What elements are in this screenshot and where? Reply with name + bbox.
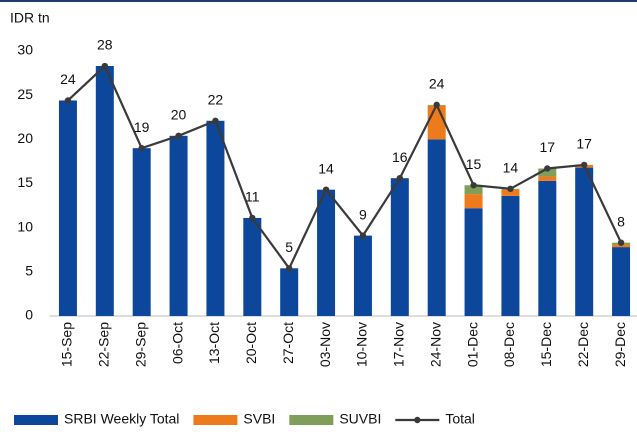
- x-tick-label: 17-Nov: [391, 322, 407, 367]
- bar-segment: [464, 194, 483, 209]
- x-tick-label: 29-Dec: [612, 322, 628, 367]
- data-label: 20: [171, 107, 187, 123]
- data-label: 9: [359, 206, 367, 222]
- y-tick-label: 30: [17, 42, 33, 58]
- total-marker: [617, 239, 625, 246]
- top-rule: [0, 0, 637, 2]
- legend-swatch: [414, 416, 421, 424]
- legend-swatch: [14, 415, 58, 425]
- bar-segment: [132, 148, 151, 316]
- bar-segment: [280, 268, 299, 316]
- total-marker: [175, 132, 182, 139]
- data-label: 24: [60, 71, 76, 87]
- bar-segment: [206, 120, 225, 317]
- total-line: [67, 64, 623, 271]
- bar-segment: [169, 135, 188, 316]
- x-tick-label: 10-Nov: [354, 322, 370, 367]
- data-label: 8: [617, 213, 625, 229]
- total-marker: [249, 214, 256, 222]
- y-axis-label: IDR tn: [10, 10, 50, 26]
- x-tick-label: 22-Sep: [96, 322, 112, 367]
- legend-label: Total: [445, 411, 475, 427]
- y-tick-label: 10: [17, 218, 33, 234]
- bar-segment: [95, 66, 114, 317]
- total-marker: [101, 62, 109, 70]
- legend-label: SRBI Weekly Total: [64, 411, 179, 427]
- total-marker: [507, 185, 514, 192]
- bar-segment: [464, 208, 483, 316]
- data-label: 17: [576, 136, 592, 152]
- bar-segment: [243, 217, 262, 316]
- bar-segment: [538, 168, 557, 177]
- data-label: 14: [503, 160, 519, 176]
- x-tick-label: 27-Oct: [280, 322, 296, 364]
- total-marker: [322, 186, 330, 193]
- data-label: 22: [208, 91, 224, 107]
- total-marker: [580, 161, 588, 169]
- y-tick-label: 15: [17, 174, 33, 190]
- x-tick-label: 22-Dec: [575, 322, 591, 367]
- bar-segment: [612, 247, 631, 316]
- y-tick-label: 5: [25, 263, 33, 279]
- x-tick-label: 29-Sep: [132, 322, 148, 367]
- total-marker: [359, 232, 367, 239]
- y-tick-label: 20: [17, 130, 33, 146]
- data-label: 5: [285, 239, 293, 255]
- x-tick-label: 20-Oct: [243, 322, 259, 364]
- bar-segment: [575, 167, 594, 316]
- total-marker: [138, 144, 145, 152]
- x-tick-label: 08-Dec: [501, 322, 517, 367]
- bar-segment: [501, 195, 520, 316]
- y-tick-label: 25: [17, 86, 33, 102]
- x-tick-label: 15-Dec: [538, 322, 554, 367]
- legend-swatch: [289, 415, 334, 425]
- legend-label: SUVBI: [339, 411, 381, 427]
- total-marker: [285, 265, 293, 272]
- total-marker: [64, 97, 72, 104]
- x-tick-label: 13-Oct: [206, 322, 222, 364]
- data-label: 19: [134, 119, 150, 135]
- bar-segment: [58, 100, 77, 316]
- legend-label: SVBI: [243, 411, 275, 427]
- total-marker: [544, 165, 551, 172]
- data-label: 14: [318, 160, 334, 176]
- total-marker: [470, 182, 477, 189]
- bar-segment: [427, 105, 446, 140]
- bar-segment: [390, 178, 409, 316]
- bar-segment: [538, 180, 557, 316]
- x-tick-label: 03-Nov: [317, 322, 333, 367]
- data-label: 16: [392, 149, 408, 165]
- total-marker: [433, 101, 440, 109]
- data-label: 11: [245, 189, 260, 205]
- data-label: 17: [540, 139, 556, 155]
- legend-swatch: [193, 415, 238, 425]
- x-tick-label: 15-Sep: [59, 322, 75, 367]
- y-tick-label: 0: [25, 307, 33, 323]
- x-tick-label: 06-Oct: [169, 322, 185, 364]
- x-tick-label: 24-Nov: [427, 322, 443, 367]
- bar-segment: [353, 235, 372, 316]
- total-marker: [212, 117, 219, 124]
- total-marker: [396, 175, 404, 182]
- bar-segment: [317, 189, 336, 316]
- bar-segment: [464, 185, 483, 195]
- x-tick-label: 01-Dec: [464, 322, 480, 367]
- bar-segment: [538, 176, 557, 181]
- bar-segment: [427, 139, 446, 316]
- data-label: 24: [429, 76, 445, 92]
- data-label: 15: [466, 156, 482, 172]
- data-label: 28: [97, 37, 113, 53]
- bar-segment: [501, 189, 520, 196]
